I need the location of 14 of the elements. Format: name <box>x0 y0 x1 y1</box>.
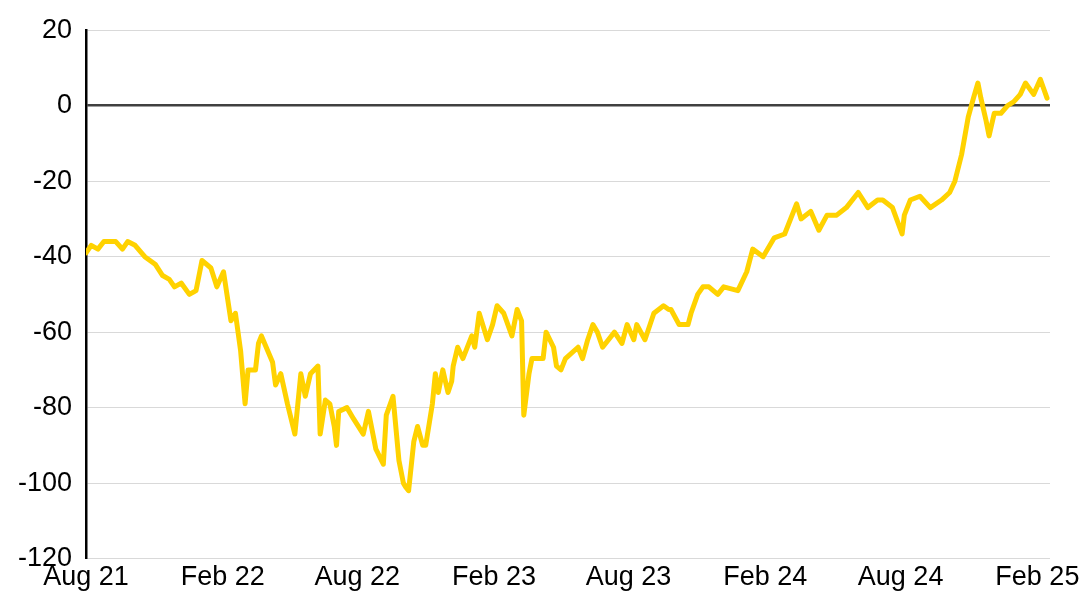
x-tick-label: Feb 23 <box>452 561 537 592</box>
y-tick-label: -100 <box>17 466 73 497</box>
y-tick-label: -40 <box>33 240 73 271</box>
y-tick-label: -80 <box>33 391 73 422</box>
x-tick-label: Aug 24 <box>857 561 944 592</box>
y-tick-label: 0 <box>57 89 73 120</box>
y-tick-label: -20 <box>33 164 73 195</box>
x-tick-label: Feb 24 <box>723 561 808 592</box>
x-tick-label: Feb 22 <box>180 561 265 592</box>
y-tick-label: -60 <box>33 315 73 346</box>
x-tick-label: Aug 23 <box>585 561 672 592</box>
y-tick-label: 20 <box>41 13 73 44</box>
x-tick-label: Feb 25 <box>995 561 1080 592</box>
x-tick-label: Aug 22 <box>314 561 401 592</box>
